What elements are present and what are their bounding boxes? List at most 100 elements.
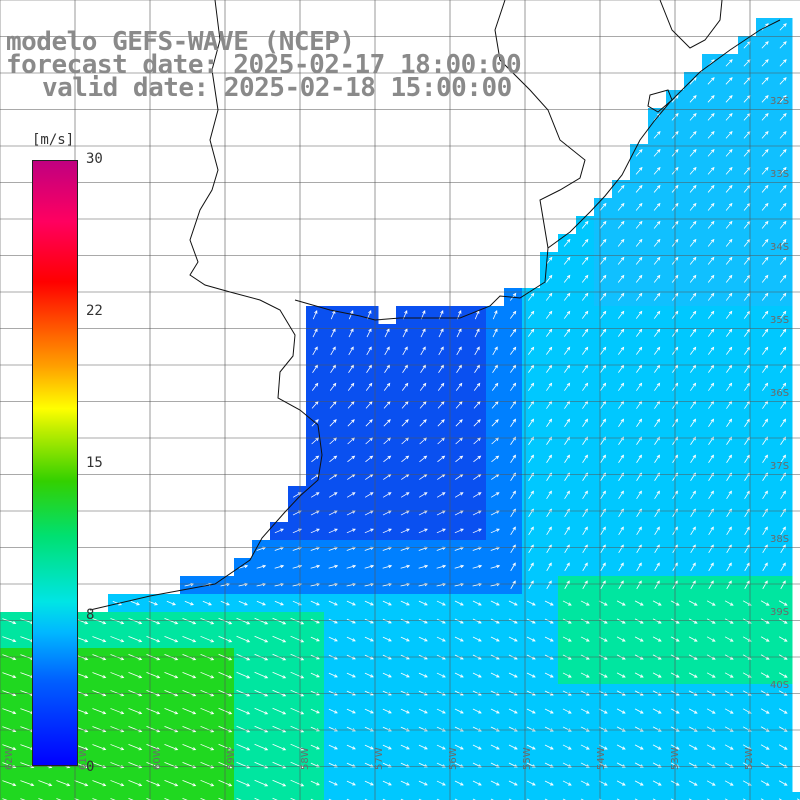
wind-arrow (472, 492, 482, 498)
wind-arrow (563, 328, 571, 337)
wind-arrow (474, 328, 480, 338)
wind-arrow (528, 526, 534, 536)
wind-arrow (690, 580, 696, 590)
wind-arrow (418, 600, 428, 606)
wind-arrow (689, 292, 697, 301)
wind-arrow (654, 418, 661, 427)
wind-arrow (706, 618, 716, 624)
wind-arrow (636, 346, 643, 355)
wind-arrow (490, 636, 500, 642)
wind-arrow (401, 382, 409, 391)
wind-arrow (146, 618, 161, 625)
wind-arrow (761, 148, 769, 157)
wind-arrow (400, 618, 410, 624)
wind-arrow (92, 690, 107, 697)
wind-arrow (164, 743, 179, 751)
wind-arrow (707, 130, 715, 139)
wind-arrow (455, 419, 463, 427)
wind-cell (612, 792, 631, 800)
wind-arrow (164, 797, 170, 800)
wind-arrow (166, 600, 176, 606)
wind-arrow (581, 238, 589, 247)
wind-arrow (653, 184, 661, 193)
wind-arrow (329, 419, 337, 427)
wind-arrow (652, 672, 662, 678)
wind-arrow (652, 780, 662, 786)
wind-cell (324, 792, 343, 800)
wind-cell (576, 792, 595, 800)
wind-arrow (272, 617, 287, 625)
wind-arrow (618, 544, 624, 554)
wind-arrow (563, 292, 571, 301)
wind-arrow (689, 130, 697, 139)
wind-arrow (652, 726, 662, 732)
wind-arrow (346, 708, 356, 714)
border-river (494, 0, 586, 249)
wind-arrow (2, 618, 17, 625)
wind-arrow (635, 166, 643, 175)
wind-arrow (707, 166, 715, 175)
wind-arrow (636, 364, 643, 373)
wind-arrow (2, 672, 17, 679)
wind-arrow (600, 562, 606, 572)
wind-arrow (310, 672, 320, 678)
wind-arrow (110, 798, 116, 800)
wind-arrow (510, 454, 516, 463)
wind-arrow (761, 220, 769, 229)
wind-arrow (290, 635, 305, 643)
wind-arrow (780, 580, 786, 590)
wind-arrow (110, 636, 125, 643)
wind-arrow (744, 544, 750, 554)
wind-arrow (760, 600, 770, 606)
wind-arrow (110, 618, 125, 625)
lon-label: 55W (522, 747, 533, 770)
wind-arrow (418, 564, 429, 569)
wind-arrow (546, 544, 552, 554)
wind-arrow (310, 636, 320, 642)
lat-label: 34S (770, 242, 789, 253)
wind-arrow (346, 618, 356, 624)
wind-arrow (545, 328, 553, 337)
wind-arrow (128, 690, 143, 697)
wind-arrow (182, 617, 197, 625)
wind-arrow (724, 726, 734, 732)
wind-arrow (365, 455, 374, 463)
wind-arrow (600, 346, 607, 355)
wind-arrow (348, 310, 354, 320)
wind-arrow (599, 310, 607, 319)
wind-arrow (762, 418, 769, 427)
wind-arrow (653, 274, 661, 283)
lon-label: 59W (226, 747, 237, 770)
wind-arrow (690, 544, 696, 554)
wind-arrow (636, 526, 642, 536)
wind-arrow (200, 707, 215, 715)
wind-arrow (689, 202, 697, 211)
wind-arrow (580, 780, 590, 786)
wind-arrow (182, 707, 197, 715)
wind-arrow (454, 672, 464, 678)
wind-arrow (328, 528, 338, 534)
wind-arrow (706, 672, 716, 678)
wind-arrow (600, 526, 606, 536)
title-forecast-date: forecast date: 2025-02-17 18:00:00 (6, 50, 522, 80)
wind-arrow (490, 618, 500, 624)
wind-arrow (526, 618, 536, 624)
wind-arrow (290, 779, 305, 787)
wind-arrow (581, 310, 589, 319)
wind-arrow (635, 202, 643, 211)
wind-arrow (454, 708, 464, 714)
wind-arrow (490, 672, 500, 678)
wind-arrow (310, 744, 320, 750)
wind-arrow (527, 328, 535, 337)
wind-arrow (617, 310, 625, 319)
wind-arrow (348, 328, 354, 338)
wind-arrow (779, 328, 787, 337)
wind-arrow (690, 382, 697, 391)
wind-arrow (366, 328, 372, 338)
wind-arrow (761, 238, 769, 247)
wind-arrow (653, 292, 661, 301)
wind-arrow (707, 256, 715, 265)
wind-arrow (311, 455, 320, 463)
wind-arrow (20, 780, 35, 787)
wind-arrow (490, 744, 500, 750)
